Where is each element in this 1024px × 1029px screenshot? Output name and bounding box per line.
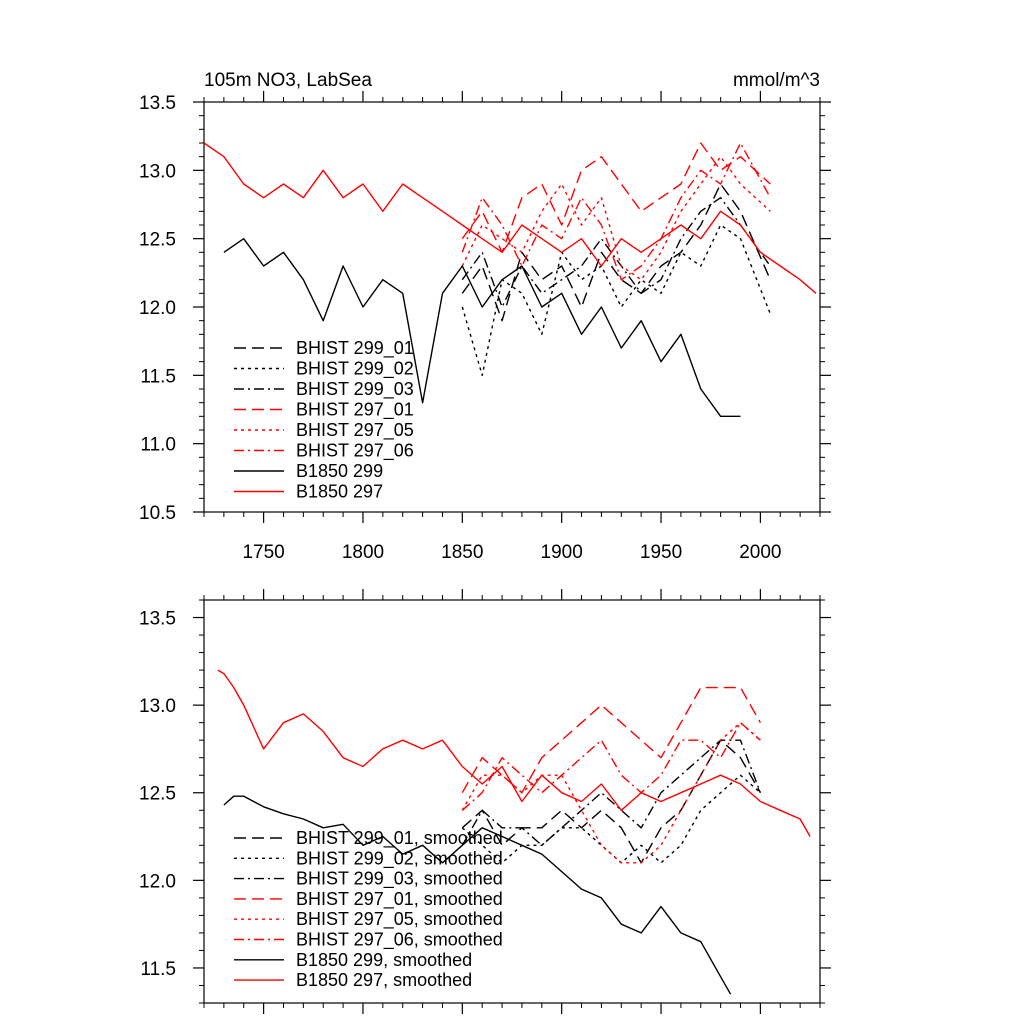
legend-label: B1850 297, smoothed [296, 970, 472, 990]
legend-label: B1850 297 [296, 482, 383, 502]
y-tick-label: 10.5 [139, 503, 176, 524]
series-line [461, 722, 761, 811]
series-line [461, 224, 771, 376]
series-line [204, 142, 817, 294]
x-tick-label: 1900 [541, 542, 583, 563]
series-group [217, 669, 811, 995]
x-tick-label: 1950 [640, 542, 682, 563]
series-line [461, 183, 771, 322]
series-line [223, 795, 732, 995]
legend-label: B1850 299, smoothed [296, 950, 472, 970]
series-line [461, 722, 761, 864]
legend-label: BHIST 297_01, smoothed [296, 889, 503, 910]
series-line [461, 739, 762, 846]
legend-label: BHIST 299_01 [296, 338, 414, 359]
legend-label: BHIST 297_06, smoothed [296, 930, 503, 951]
y-tick-label: 12.0 [139, 871, 176, 892]
legend-label: BHIST 299_02 [296, 359, 414, 380]
plot-frame [203, 599, 821, 1004]
y-tick-label: 12.5 [139, 784, 176, 805]
legend-label: BHIST 299_02, smoothed [296, 848, 503, 869]
x-tick-label: 2000 [739, 542, 781, 563]
legend-label: BHIST 297_05 [296, 420, 414, 441]
series-line [461, 142, 771, 281]
legend-label: BHIST 297_01 [296, 400, 414, 421]
y-tick-label: 13.5 [139, 93, 176, 114]
units-label: mmol/m^3 [733, 70, 820, 91]
x-tick-label: 1750 [242, 542, 284, 563]
y-tick-label: 11.5 [140, 959, 176, 980]
bottom-panel: 11.5 12.0 12.5 13.0 13.5 BHIST 299_01, smooth… [139, 589, 831, 1014]
legend-label: BHIST 299_03, smoothed [296, 869, 503, 890]
y-tick-label: 13.0 [139, 696, 176, 717]
y-tick-label: 13.5 [139, 609, 176, 630]
legend-label: BHIST 299_01, smoothed [296, 828, 503, 849]
y-tick-label: 13.0 [139, 161, 176, 182]
x-tick-label: 1850 [441, 542, 483, 563]
top-panel: 105m NO3, LabSea mmol/m^3 1750 1800 1850 19… [139, 70, 831, 563]
series-line [223, 238, 741, 417]
series-line [461, 156, 771, 281]
legend-label: BHIST 297_06 [296, 441, 414, 462]
x-tick-label: 1800 [342, 542, 384, 563]
series-group [204, 142, 817, 417]
y-tick-label: 11.5 [140, 366, 176, 387]
legend-label: BHIST 297_05, smoothed [296, 909, 503, 930]
legend-label: B1850 299 [296, 461, 383, 481]
y-tick-label: 12.0 [139, 298, 176, 319]
chart-title: 105m NO3, LabSea [204, 70, 372, 91]
y-tick-label: 11.0 [140, 435, 176, 456]
series-line [461, 197, 771, 308]
series-line [461, 142, 771, 253]
series-line [217, 669, 811, 837]
series-line [461, 774, 761, 864]
legend-label: BHIST 299_03 [296, 379, 414, 400]
y-tick-label: 12.5 [139, 230, 176, 251]
